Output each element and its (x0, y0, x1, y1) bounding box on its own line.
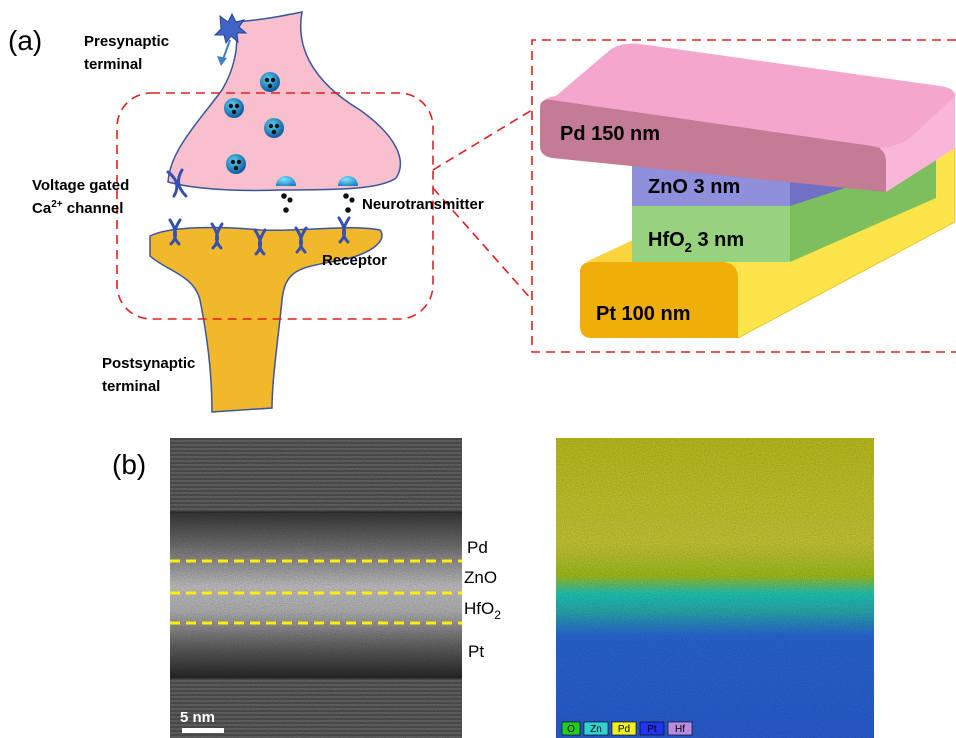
receptors (168, 216, 351, 256)
pd-layer-front (540, 99, 886, 192)
zoom-lines (432, 109, 533, 301)
arrowhead-icon (217, 56, 227, 66)
pd-layer-label: Pd 150 nm (560, 123, 660, 145)
legend-label-hf: Hf (675, 724, 685, 735)
scale-bar-label: 5 nm (180, 709, 215, 726)
spark-icon (213, 12, 248, 45)
pt-layer-label: Pt 100 nm (596, 303, 690, 325)
legend-label-zn: Zn (590, 724, 602, 735)
hfo2-layer (632, 206, 790, 262)
synapse-highlight-box (116, 92, 434, 320)
hfo2-layer-label: HfO2 3 nm (648, 229, 744, 255)
postsynaptic-label-line2: terminal (102, 378, 160, 395)
tem-pd-label: Pd (467, 538, 488, 557)
svg-text:Presynaptic terminal: Presynaptic terminal (84, 33, 173, 73)
eds-map (556, 438, 874, 738)
tem-image (170, 438, 462, 738)
neurotransmitter-label: Neurotransmitter (362, 196, 484, 213)
presynaptic-label-line1: Presynaptic (84, 33, 169, 50)
pd-layer-top (543, 43, 955, 148)
channel-label-line1: Voltage gated (32, 177, 129, 194)
vesicles (224, 72, 284, 174)
presynaptic-label-line2: terminal (84, 56, 142, 73)
panel-a-label: (a) (8, 25, 42, 56)
legend-swatch-o (561, 721, 581, 736)
legend-swatch-hf (667, 721, 693, 736)
device-stack (540, 43, 956, 339)
legend-swatch-pt (639, 721, 665, 736)
zno-layer-label: ZnO 3 nm (648, 176, 740, 198)
channel-label-line2: Ca2+ channel (32, 199, 123, 217)
released-vesicles (276, 176, 358, 186)
neurotransmitter-molecules (281, 193, 355, 213)
interface-dashes (170, 559, 462, 625)
legend-label-o: O (567, 724, 575, 735)
panel-b-label: (b) (112, 449, 146, 480)
presynaptic-terminal (167, 11, 401, 192)
tem-pt-label: Pt (468, 642, 484, 661)
pt-layer-front (580, 262, 738, 338)
eds-legend: O Zn Pd Pt Hf (561, 721, 693, 736)
legend-label-pt: Pt (647, 724, 657, 735)
legend-swatch-pd (611, 721, 637, 736)
postsynaptic-label-line1: Postsynaptic (102, 355, 195, 372)
receptor-label: Receptor (322, 252, 387, 269)
pd-layer-side (880, 92, 955, 192)
legend-label-pd: Pd (618, 724, 630, 735)
legend-swatch-zn (583, 721, 609, 736)
scale-bar: 5 nm (180, 709, 224, 733)
device-highlight-box (531, 39, 956, 353)
calcium-channel-icon (166, 168, 188, 198)
svg-text:Postsynaptic terminal: Postsynaptic terminal (102, 355, 200, 395)
tem-hfo2-label: HfO2 (464, 599, 501, 622)
tem-zno-label: ZnO (464, 568, 497, 587)
